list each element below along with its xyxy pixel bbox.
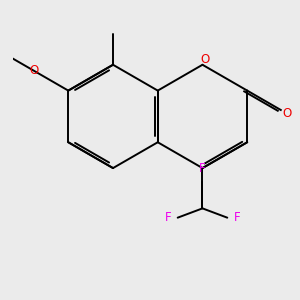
Text: O: O <box>29 64 38 77</box>
Text: F: F <box>199 162 206 175</box>
Text: F: F <box>165 211 172 224</box>
Text: O: O <box>282 107 291 120</box>
Text: F: F <box>233 211 240 224</box>
Text: O: O <box>200 53 210 66</box>
